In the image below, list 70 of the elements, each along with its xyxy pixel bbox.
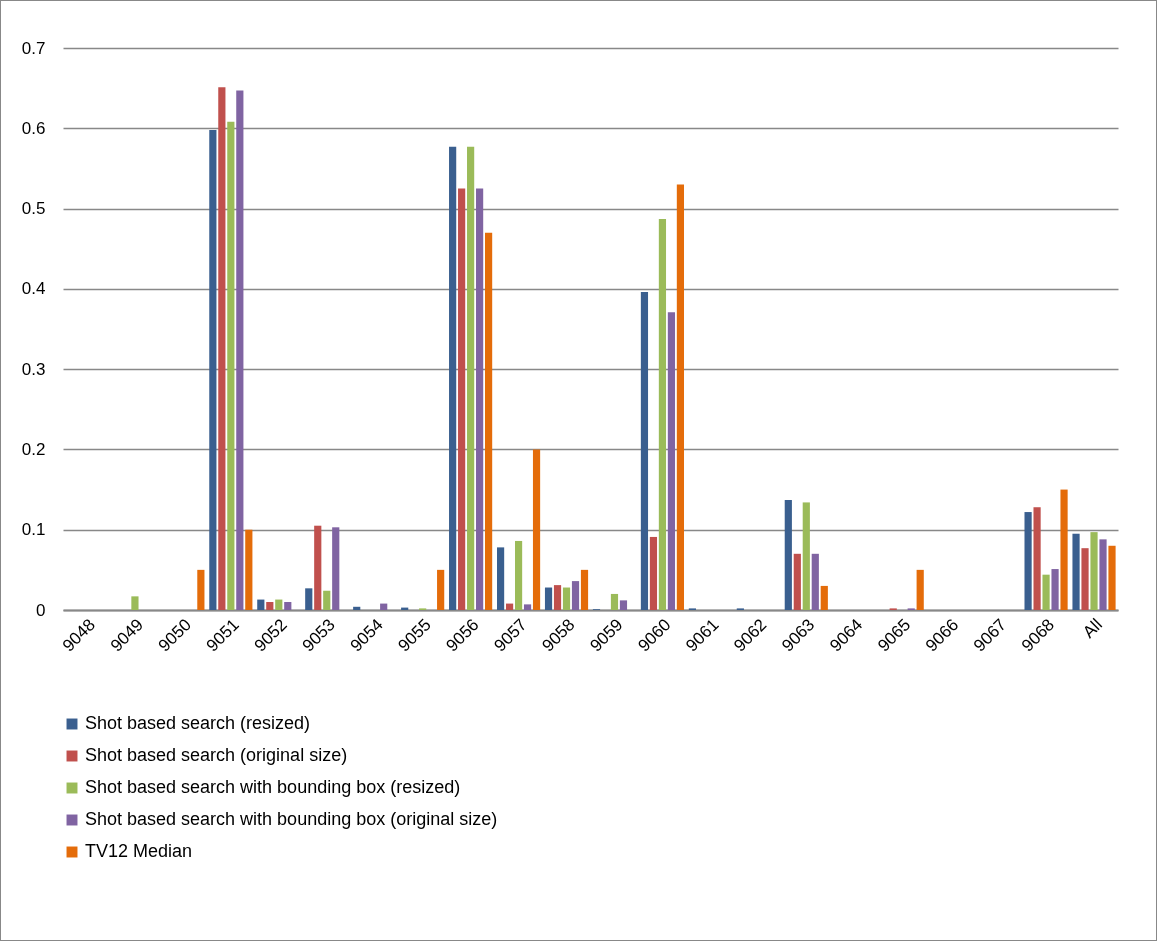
y-tick-label: 0.6 — [21, 118, 46, 138]
bar — [467, 146, 475, 610]
bar — [323, 590, 331, 610]
bar — [571, 581, 580, 610]
bar — [380, 603, 388, 610]
bar — [197, 569, 205, 610]
bar — [1051, 569, 1059, 610]
bar — [562, 587, 571, 610]
bar — [1072, 533, 1080, 610]
bar — [314, 525, 322, 610]
bar — [505, 603, 514, 610]
bar — [458, 188, 466, 610]
y-tick-label: 0.4 — [21, 279, 46, 299]
y-tick-label: 0.1 — [21, 520, 46, 540]
bar — [784, 500, 792, 610]
bar — [437, 569, 445, 610]
bar — [305, 588, 313, 610]
bar — [1033, 507, 1041, 610]
bar — [332, 527, 340, 610]
bar — [1099, 539, 1107, 610]
bar — [476, 188, 484, 610]
bar — [131, 596, 139, 610]
legend-label: Shot based search (resized) — [85, 713, 311, 733]
bar — [449, 146, 457, 610]
bar — [514, 540, 523, 610]
bar — [523, 604, 532, 610]
bar — [619, 600, 628, 610]
bar — [245, 529, 253, 610]
bar — [667, 312, 676, 610]
bar — [227, 121, 235, 610]
legend-label: Shot based search (original size) — [85, 745, 348, 765]
bar — [580, 569, 589, 610]
bar — [353, 606, 361, 610]
bar — [1090, 532, 1098, 610]
bar — [236, 90, 244, 610]
bar — [1024, 512, 1032, 610]
bar — [209, 129, 217, 610]
bar — [1042, 574, 1050, 610]
bar — [793, 553, 801, 610]
bar — [284, 601, 292, 610]
legend-label: Shot based search with bounding box (resized) — [85, 777, 461, 797]
x-tick-label: All — [1079, 615, 1107, 642]
bar — [811, 553, 819, 610]
bar — [544, 587, 553, 610]
bar — [820, 585, 828, 610]
bar — [496, 547, 505, 610]
bar — [1081, 548, 1089, 610]
bar — [553, 585, 562, 610]
bar — [916, 569, 924, 610]
bar — [802, 502, 810, 610]
legend-label: TV12 Median — [85, 841, 193, 861]
bar — [257, 599, 265, 610]
bar — [676, 184, 685, 610]
bar — [610, 593, 619, 610]
bar — [218, 87, 226, 610]
legend-label: Shot based search with bounding box (original size) — [85, 809, 498, 829]
bar — [1060, 489, 1068, 610]
bar — [640, 292, 649, 610]
y-tick-label: 0.2 — [21, 439, 46, 459]
bar — [266, 601, 274, 610]
y-tick-label: 0.3 — [21, 359, 46, 379]
y-tick-label: 0 — [36, 600, 46, 620]
bar — [275, 599, 283, 610]
bar — [485, 232, 493, 610]
y-tick-label: 0.5 — [21, 199, 46, 219]
bar — [649, 536, 658, 610]
y-tick-label: 0.7 — [21, 38, 46, 58]
bar — [658, 219, 667, 610]
bar — [1108, 545, 1116, 610]
bar — [532, 449, 541, 610]
